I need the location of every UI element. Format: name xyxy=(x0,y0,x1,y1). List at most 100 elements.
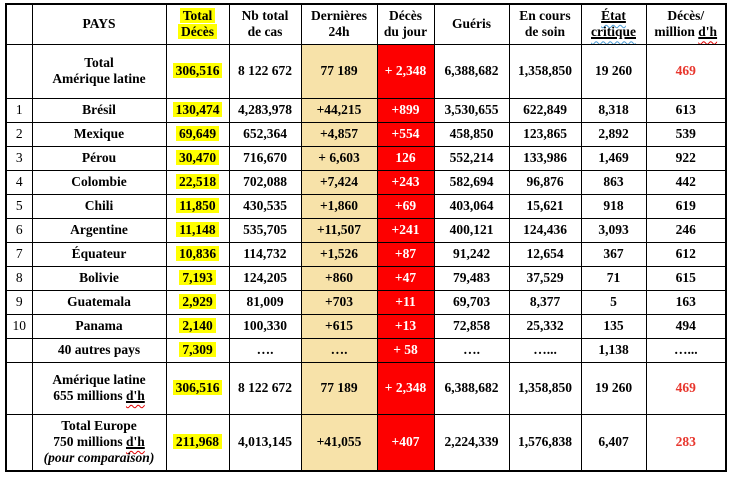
cell-etat-critique: 3,093 xyxy=(580,217,647,243)
cell-deces-par-million: 494 xyxy=(645,313,727,339)
cell-en-cours-de-soin: 123,865 xyxy=(508,121,582,147)
cell-gueris: 6,388,682 xyxy=(433,43,510,99)
cell-total-deces: 2,140 xyxy=(165,313,230,339)
cell-deces-du-jour: 126 xyxy=(376,145,435,171)
cell-deces-par-million: …... xyxy=(645,337,727,363)
table-row: Total Amérique latine 306,516 8 122 672 77 1… xyxy=(5,43,727,99)
cell-nb-total-cas: 81,009 xyxy=(228,289,302,315)
cell-rank: 8 xyxy=(5,265,33,291)
underlined-text: critique xyxy=(591,24,636,40)
cell-deces-du-jour: +13 xyxy=(376,313,435,339)
cell-gueris: …. xyxy=(433,337,510,363)
cell-pays: Bolivie xyxy=(31,265,167,291)
cell-deces-par-million: 539 xyxy=(645,121,727,147)
cell-pays: Brésil xyxy=(31,97,167,123)
cell-deces-du-jour: +47 xyxy=(376,265,435,291)
cell-deces-du-jour: +407 xyxy=(376,413,435,472)
cell-deces-par-million: 612 xyxy=(645,241,727,267)
cell-deces-du-jour: +243 xyxy=(376,169,435,195)
table-row: 4 Colombie 22,518 702,088 +7,424 +243 582,694 9… xyxy=(5,169,727,195)
cell-gueris: 2,224,339 xyxy=(433,413,510,472)
cell-nb-total-cas: 4,283,978 xyxy=(228,97,302,123)
cell-en-cours-de-soin: 15,621 xyxy=(508,193,582,219)
cell-nb-total-cas: 535,705 xyxy=(228,217,302,243)
cell-gueris: 458,850 xyxy=(433,121,510,147)
cell-gueris: 69,703 xyxy=(433,289,510,315)
cell-total-deces: 22,518 xyxy=(165,169,230,195)
cell-rank: 9 xyxy=(5,289,33,315)
table-row: Total Europe 750 millions d'h (pour compar… xyxy=(5,413,727,472)
cell-nb-total-cas: 8 122 672 xyxy=(228,43,302,99)
table-row: 6 Argentine 11,148 535,705 +11,507 +241 400,12… xyxy=(5,217,727,243)
cell-rank: 4 xyxy=(5,169,33,195)
cell-rank: 7 xyxy=(5,241,33,267)
table-row: 2 Mexique 69,649 652,364 +4,857 +554 458,850 12… xyxy=(5,121,727,147)
cell-gueris: 582,694 xyxy=(433,169,510,195)
cell-en-cours-de-soin: 1,358,850 xyxy=(508,43,582,99)
col-header-etat-critique: État critique xyxy=(580,3,647,45)
page: PAYS Total Décès Nb total de cas Dernières 24h… xyxy=(5,3,727,472)
cell-rank: 1 xyxy=(5,97,33,123)
cell-dernieres-24h: +1,860 xyxy=(300,193,378,219)
cell-gueris: 552,214 xyxy=(433,145,510,171)
cell-pays: Total Europe 750 millions d'h (pour compar… xyxy=(31,413,167,472)
cell-dernieres-24h: + 6,603 xyxy=(300,145,378,171)
cell-nb-total-cas: 8 122 672 xyxy=(228,361,302,415)
table-row: 9 Guatemala 2,929 81,009 +703 +11 69,703 8,377 5… xyxy=(5,289,727,315)
cell-en-cours-de-soin: 96,876 xyxy=(508,169,582,195)
cell-pays: Amérique latine 655 millions d'h xyxy=(31,361,167,415)
cell-etat-critique: 19 260 xyxy=(580,361,647,415)
cell-total-deces: 2,929 xyxy=(165,289,230,315)
cell-total-deces: 10,836 xyxy=(165,241,230,267)
cell-en-cours-de-soin: 622,849 xyxy=(508,97,582,123)
table-row: 8 Bolivie 7,193 124,205 +860 +47 79,483 37,529 7… xyxy=(5,265,727,291)
cell-en-cours-de-soin: 1,576,838 xyxy=(508,413,582,472)
cell-dernieres-24h: +615 xyxy=(300,313,378,339)
cell-nb-total-cas: 430,535 xyxy=(228,193,302,219)
cell-deces-par-million: 283 xyxy=(645,413,727,472)
cell-rank: 3 xyxy=(5,145,33,171)
cell-deces-du-jour: + 58 xyxy=(376,337,435,363)
cell-etat-critique: 135 xyxy=(580,313,647,339)
table-header: PAYS Total Décès Nb total de cas Dernières 24h… xyxy=(5,3,727,45)
dh-underlined-text: d'h xyxy=(698,24,718,40)
cell-deces-par-million: 469 xyxy=(645,43,727,99)
cell-pays: 40 autres pays xyxy=(31,337,167,363)
cell-en-cours-de-soin: 1,358,850 xyxy=(508,361,582,415)
cell-rank: 6 xyxy=(5,217,33,243)
cell-total-deces: 11,850 xyxy=(165,193,230,219)
table-row: 40 autres pays 7,309….…. + 58….…... 1,138….… xyxy=(5,337,727,363)
cell-en-cours-de-soin: 25,332 xyxy=(508,313,582,339)
cell-nb-total-cas: 702,088 xyxy=(228,169,302,195)
cell-deces-par-million: 613 xyxy=(645,97,727,123)
cell-dernieres-24h: +44,215 xyxy=(300,97,378,123)
cell-total-deces: 7,193 xyxy=(165,265,230,291)
cell-deces-du-jour: +69 xyxy=(376,193,435,219)
cell-etat-critique: 8,318 xyxy=(580,97,647,123)
cell-total-deces: 306,516 xyxy=(165,361,230,415)
table-row: 5 Chili 11,850 430,535 +1,860 +69 403,064 15,62… xyxy=(5,193,727,219)
cell-gueris: 3,530,655 xyxy=(433,97,510,123)
cell-deces-du-jour: +899 xyxy=(376,97,435,123)
cell-total-deces: 7,309 xyxy=(165,337,230,363)
cell-deces-par-million: 922 xyxy=(645,145,727,171)
col-header-rank xyxy=(5,3,33,45)
cell-gueris: 79,483 xyxy=(433,265,510,291)
col-header-total-deces: Total Décès xyxy=(165,3,230,45)
cell-deces-du-jour: +87 xyxy=(376,241,435,267)
cell-deces-du-jour: +554 xyxy=(376,121,435,147)
cell-pays: Total Amérique latine xyxy=(31,43,167,99)
cell-gueris: 72,858 xyxy=(433,313,510,339)
cell-en-cours-de-soin: 12,654 xyxy=(508,241,582,267)
cell-deces-par-million: 163 xyxy=(645,289,727,315)
cell-nb-total-cas: 652,364 xyxy=(228,121,302,147)
dh-underlined-text: d'h xyxy=(125,388,145,403)
cell-nb-total-cas: 716,670 xyxy=(228,145,302,171)
col-header-gueris: Guéris xyxy=(433,3,510,45)
cell-dernieres-24h: +4,857 xyxy=(300,121,378,147)
cell-pays: Chili xyxy=(31,193,167,219)
cell-dernieres-24h: +860 xyxy=(300,265,378,291)
cell-total-deces: 30,470 xyxy=(165,145,230,171)
table-row: 1 Brésil 130,474 4,283,978 +44,215 +899 3,530,… xyxy=(5,97,727,123)
cell-nb-total-cas: 4,013,145 xyxy=(228,413,302,472)
